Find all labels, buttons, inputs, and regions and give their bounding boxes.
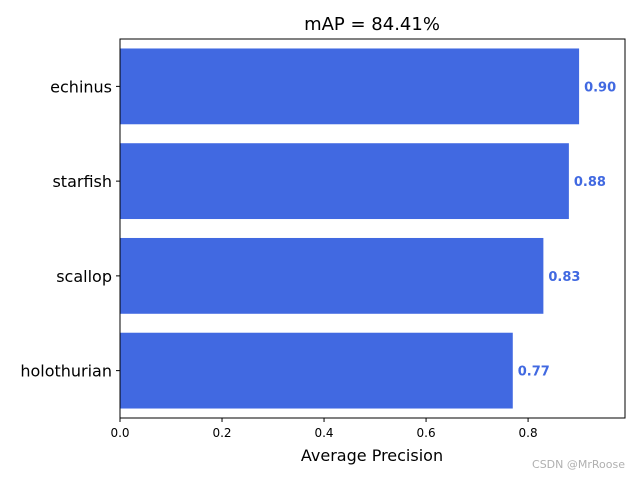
value-label-starfish: 0.88 — [574, 175, 606, 190]
bar-holothurian — [120, 332, 513, 409]
value-labels-group: 0.90 0.88 0.83 0.77 — [518, 80, 616, 379]
y-tick-label-starfish: starfish — [52, 172, 112, 191]
value-label-echinus: 0.90 — [584, 80, 616, 95]
x-axis-label: Average Precision — [301, 446, 443, 465]
y-axis: echinus starfish scallop holothurian — [20, 77, 120, 381]
x-tick-label: 0.8 — [519, 426, 538, 440]
plot-frame — [119, 38, 626, 419]
bar-starfish — [120, 143, 569, 220]
bars-group — [120, 48, 580, 409]
x-tick-label: 0.2 — [212, 426, 231, 440]
x-tick-label: 0.4 — [314, 426, 333, 440]
y-tick-label-echinus: echinus — [50, 77, 112, 96]
x-tick-label: 0.0 — [110, 426, 129, 440]
bar-scallop — [120, 237, 544, 314]
y-tick-label-holothurian: holothurian — [20, 362, 112, 381]
x-tick-label: 0.6 — [417, 426, 436, 440]
chart-title: mAP = 84.41% — [304, 14, 440, 35]
watermark: CSDN @MrRoose — [532, 458, 625, 471]
bar-echinus — [120, 48, 580, 125]
x-axis: 0.0 0.2 0.4 0.6 0.8 — [110, 418, 538, 440]
y-tick-label-scallop: scallop — [56, 267, 112, 286]
value-label-scallop: 0.83 — [548, 270, 580, 285]
value-label-holothurian: 0.77 — [518, 365, 550, 380]
